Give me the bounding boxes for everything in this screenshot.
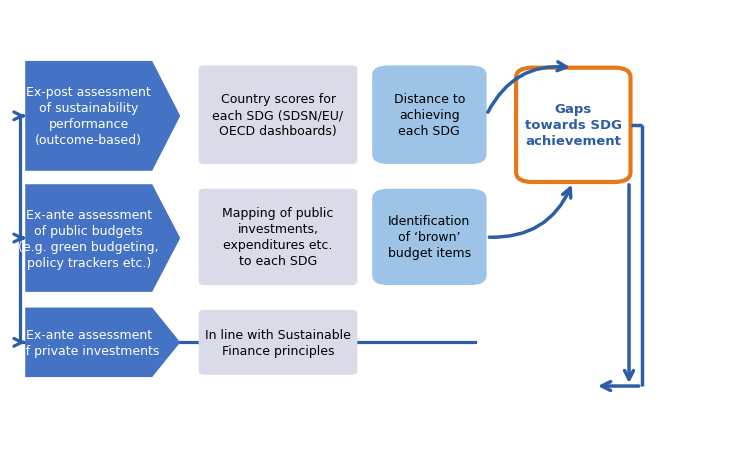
- Bar: [368, 425, 631, 427]
- Bar: [368, 404, 631, 405]
- Bar: [368, 423, 631, 425]
- Text: In line with Sustainable
Finance principles: In line with Sustainable Finance princip…: [205, 328, 351, 357]
- Bar: [368, 386, 631, 388]
- Bar: [368, 419, 631, 421]
- FancyBboxPatch shape: [199, 189, 358, 285]
- Text: Ex-post assessment
of sustainability
performance
(outcome-based): Ex-post assessment of sustainability per…: [26, 86, 151, 147]
- Bar: [368, 430, 631, 431]
- Text: Recommendations for
public policy
(investments, reforms,
support to private sect: Recommendations for public policy (inves…: [398, 378, 602, 445]
- Bar: [368, 415, 631, 417]
- Text: Mapping of public
investments,
expenditures etc.
to each SDG: Mapping of public investments, expenditu…: [222, 207, 334, 268]
- Text: Country scores for
each SDG (SDSN/EU/
OECD dashboards): Country scores for each SDG (SDSN/EU/ OE…: [212, 93, 344, 138]
- Bar: [368, 431, 631, 433]
- FancyBboxPatch shape: [199, 310, 358, 375]
- Bar: [368, 408, 631, 410]
- Bar: [368, 392, 631, 394]
- Bar: [368, 435, 631, 436]
- Bar: [368, 396, 631, 398]
- Bar: [368, 436, 631, 438]
- Polygon shape: [26, 62, 180, 172]
- Polygon shape: [26, 308, 180, 377]
- Polygon shape: [26, 185, 180, 292]
- Bar: [368, 413, 631, 415]
- Bar: [368, 394, 631, 395]
- Bar: [368, 417, 631, 418]
- Bar: [368, 428, 631, 430]
- Text: Identification
of ‘brown’
budget items: Identification of ‘brown’ budget items: [388, 215, 471, 260]
- Bar: [368, 420, 631, 422]
- Bar: [368, 387, 631, 389]
- FancyBboxPatch shape: [372, 66, 487, 165]
- Bar: [368, 399, 631, 400]
- Bar: [368, 395, 631, 396]
- Bar: [368, 422, 631, 424]
- Bar: [368, 391, 631, 393]
- Bar: [368, 410, 631, 412]
- Bar: [368, 425, 631, 426]
- Bar: [368, 418, 631, 420]
- FancyBboxPatch shape: [372, 189, 487, 285]
- Bar: [368, 411, 631, 413]
- Bar: [368, 401, 631, 403]
- Bar: [368, 427, 631, 429]
- Bar: [368, 432, 631, 434]
- Bar: [368, 433, 631, 435]
- Text: Ex-ante assessment
of private investments: Ex-ante assessment of private investment…: [18, 328, 160, 357]
- Bar: [368, 414, 631, 416]
- Bar: [368, 400, 631, 402]
- Bar: [368, 406, 631, 408]
- Text: Distance to
achieving
each SDG: Distance to achieving each SDG: [394, 93, 465, 138]
- Text: Ex-ante assessment
of public budgets
(e.g. green budgeting,
policy trackers etc.: Ex-ante assessment of public budgets (e.…: [19, 208, 159, 269]
- Bar: [368, 405, 631, 407]
- Bar: [368, 403, 631, 404]
- Bar: [368, 409, 631, 410]
- Text: Gaps
towards SDG
achievement: Gaps towards SDG achievement: [525, 103, 622, 148]
- FancyBboxPatch shape: [199, 66, 358, 165]
- Bar: [368, 397, 631, 399]
- Bar: [368, 389, 631, 391]
- FancyBboxPatch shape: [516, 69, 631, 182]
- Bar: [368, 388, 631, 390]
